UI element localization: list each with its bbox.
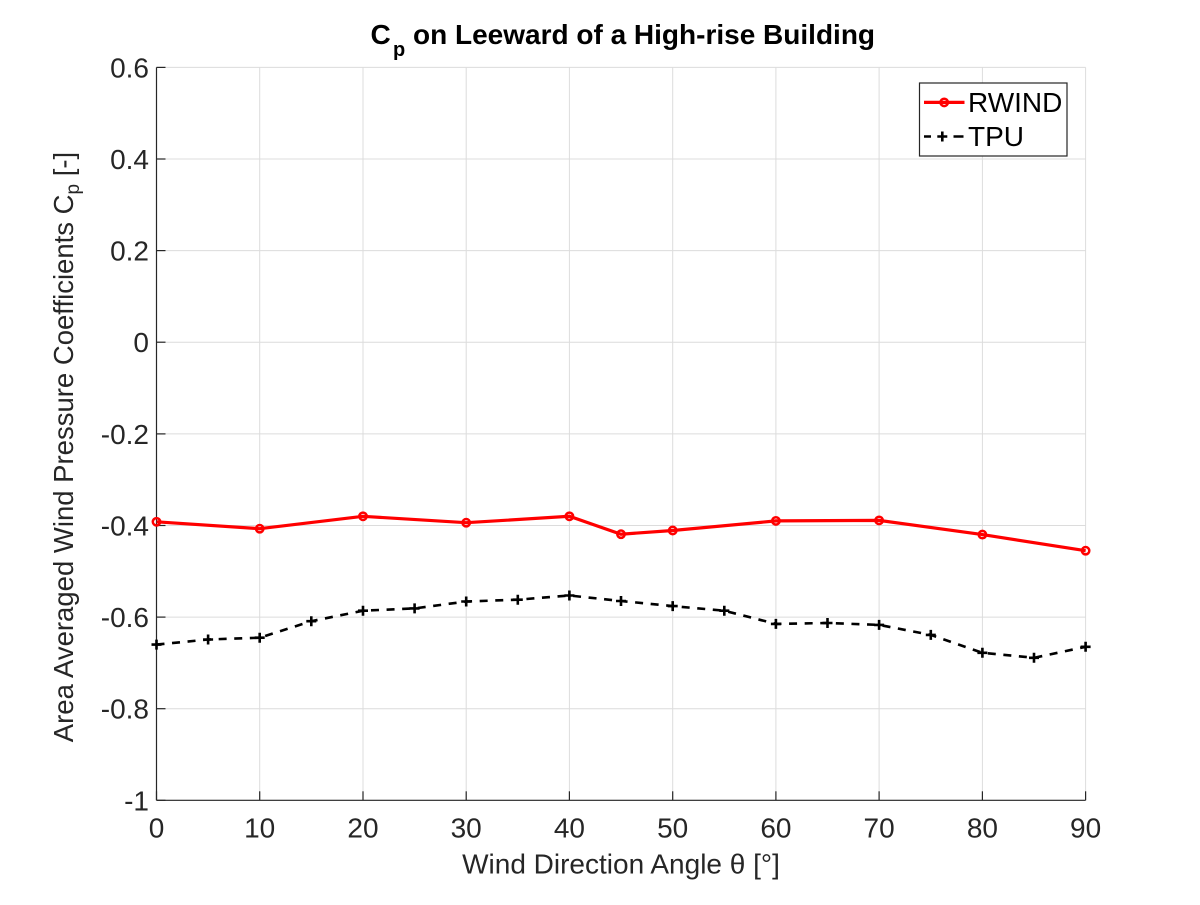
svg-text:Wind Direction Angle θ [°]: Wind Direction Angle θ [°] [462, 848, 780, 879]
svg-text:-1: -1 [124, 785, 149, 816]
svg-text:-0.4: -0.4 [101, 511, 149, 542]
svg-text:-0.2: -0.2 [101, 419, 149, 450]
svg-text:40: 40 [554, 813, 585, 844]
svg-text:TPU: TPU [968, 121, 1024, 152]
svg-text:0.2: 0.2 [110, 236, 149, 267]
svg-text:RWIND: RWIND [968, 87, 1062, 118]
svg-text:50: 50 [657, 813, 688, 844]
svg-text:10: 10 [244, 813, 275, 844]
svg-text:0.4: 0.4 [110, 144, 149, 175]
svg-text:C: C [371, 19, 391, 50]
svg-text:Area Averaged Wind Pressure Co: Area Averaged Wind Pressure Coefficients… [48, 152, 84, 742]
svg-text:0.6: 0.6 [110, 52, 149, 83]
svg-text:0: 0 [133, 327, 149, 358]
svg-text:60: 60 [760, 813, 791, 844]
svg-text:80: 80 [967, 813, 998, 844]
svg-text:-0.6: -0.6 [101, 602, 149, 633]
svg-text:20: 20 [347, 813, 378, 844]
svg-text:p: p [393, 39, 405, 61]
svg-text:0: 0 [149, 813, 165, 844]
svg-text:90: 90 [1070, 813, 1101, 844]
svg-text:-0.8: -0.8 [101, 694, 149, 725]
svg-text:on Leeward of a High-rise Buil: on Leeward of a High-rise Building [413, 19, 875, 50]
svg-text:70: 70 [864, 813, 895, 844]
svg-text:30: 30 [451, 813, 482, 844]
